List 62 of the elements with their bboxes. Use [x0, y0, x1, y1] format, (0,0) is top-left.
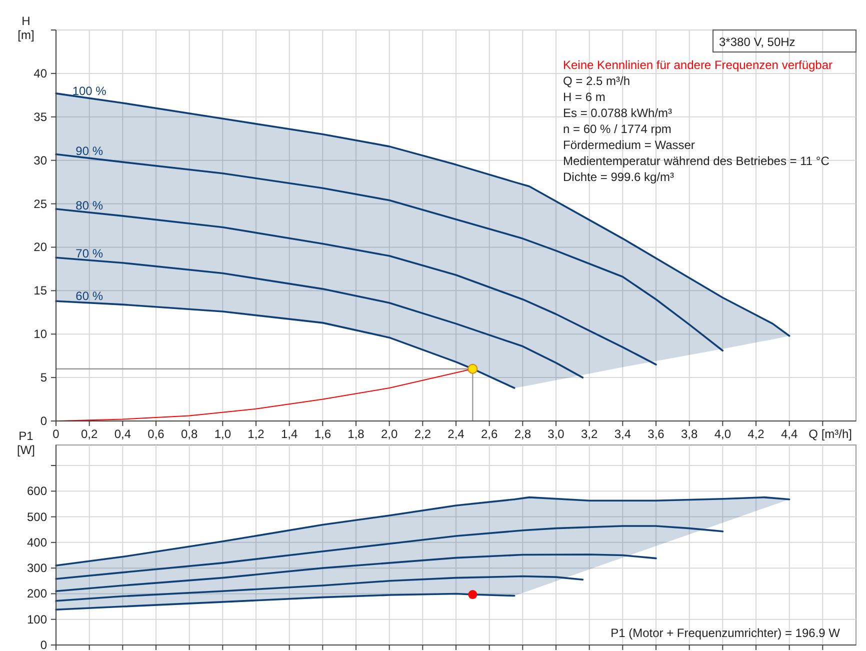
x-tick-label: 0,2	[80, 427, 98, 441]
x-tick-label: 4,4	[780, 427, 798, 441]
x-tick-label: 2,4	[448, 427, 465, 441]
line-series	[55, 496, 790, 566]
x-tick-label: 1,4	[280, 427, 298, 441]
y-tick-label: 40	[34, 66, 48, 80]
line-series	[55, 554, 657, 592]
x-tick-label: 2,2	[414, 427, 432, 441]
x-tick-label: 2,0	[380, 427, 398, 441]
annotation: Q = 2.5 m³/h	[563, 74, 630, 88]
y-tick-label: 35	[34, 110, 48, 124]
annotation: Keine Kennlinien für andere Frequenzen verfügbar	[563, 58, 833, 72]
x-tick-label: 3,0	[548, 427, 565, 441]
series-label: 60 %	[76, 288, 104, 303]
x-tick-label: 0,4	[114, 427, 132, 441]
x-tick-label: 3,8	[680, 427, 698, 441]
y-tick-label: 100	[26, 612, 48, 626]
x-tick-label: 2,8	[514, 427, 532, 441]
line-series	[55, 208, 657, 366]
x-tick-label: 4,0	[714, 427, 732, 441]
x-tick-label: 3,6	[648, 427, 665, 441]
y-tick-label: 600	[26, 484, 48, 498]
x-tick-label: 0,6	[148, 427, 165, 441]
annotation: Fördermedium = Wasser	[563, 138, 695, 152]
y-tick-label: 10	[34, 327, 48, 342]
x-tick-label: 0,8	[180, 427, 198, 441]
series-label: 80 %	[76, 198, 104, 212]
x-tick-label: 2,6	[480, 427, 498, 441]
x-tick-label: 1,8	[348, 427, 365, 441]
y-tick-label: 15	[34, 284, 48, 298]
series-label: 90 %	[76, 144, 104, 158]
annotation: Dichte = 999.6 kg/m³	[563, 170, 674, 184]
y-tick-label: 500	[26, 510, 48, 524]
x-tick-label: 4,2	[748, 427, 765, 441]
y-tick-label: 20	[34, 240, 48, 254]
y-tick-label: 25	[34, 196, 48, 211]
y-tick-label: 0	[40, 638, 48, 651]
y-tick-label: 300	[26, 561, 48, 576]
line-series	[55, 575, 584, 602]
y-tick-label: 200	[26, 586, 48, 601]
annotation: P1 (Motor + Frequenzumrichter) = 196.9 W	[610, 626, 841, 640]
series-label: 70 %	[76, 246, 104, 260]
y-tick-label: 30	[34, 153, 48, 168]
x-axis-title: Q [m³/h]	[808, 427, 852, 441]
x-tick-label: 3,2	[580, 427, 598, 441]
y-axis-title: P1 [W]	[17, 429, 35, 457]
y-tick-label: 0	[40, 414, 48, 428]
x-tick-label: 0	[52, 427, 60, 441]
series-label: 100 %	[72, 84, 107, 98]
line-series	[55, 525, 724, 580]
y-tick-label: 400	[26, 535, 48, 550]
annotation: Es = 0.0788 kWh/m³	[563, 106, 672, 120]
x-tick-label: 3,4	[614, 427, 632, 441]
x-tick-label: 1,2	[248, 427, 265, 441]
annotation: n = 60 % / 1774 rpm	[563, 122, 672, 136]
y-tick-label: 5	[40, 370, 48, 385]
annotation: Medientemperatur während des Betriebes = 11 °C	[563, 154, 830, 168]
annotation: H = 6 m	[563, 90, 606, 104]
x-tick-label: 1,0	[214, 427, 232, 441]
y-axis-title: H [m]	[18, 14, 34, 42]
annotation: 3*380 V, 50Hz	[719, 35, 796, 49]
x-tick-label: 1,6	[314, 427, 332, 441]
